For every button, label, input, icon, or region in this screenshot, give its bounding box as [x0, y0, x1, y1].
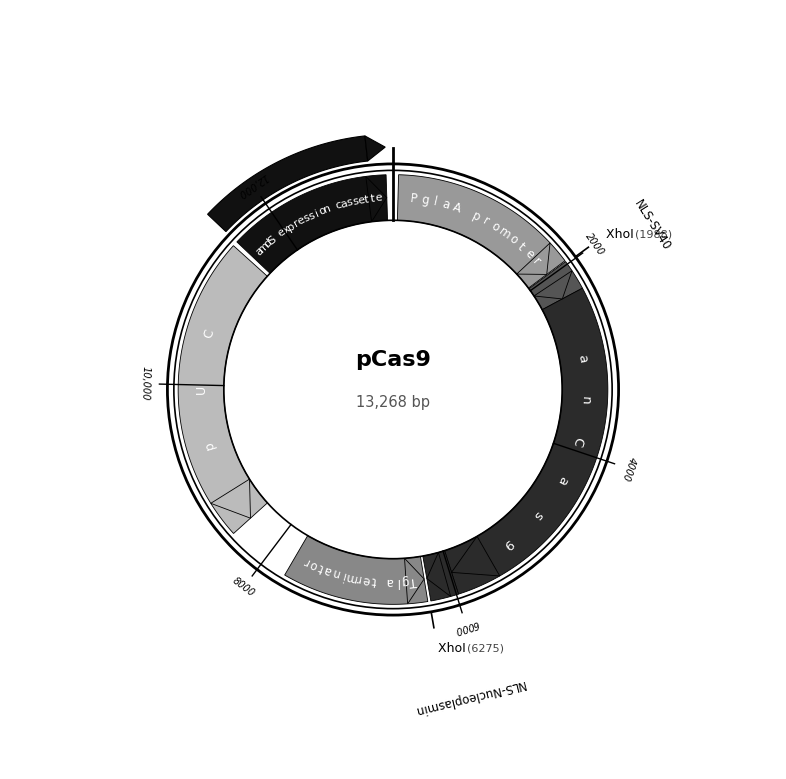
Text: s: s [346, 197, 354, 208]
Polygon shape [398, 174, 565, 288]
Text: t: t [370, 574, 376, 587]
Text: g: g [401, 574, 409, 588]
Text: U: U [194, 385, 208, 394]
Polygon shape [237, 174, 387, 273]
Text: m: m [496, 224, 512, 241]
Text: n: n [322, 203, 332, 215]
Text: t: t [364, 194, 369, 205]
Text: 10,000: 10,000 [140, 366, 150, 401]
Polygon shape [208, 136, 368, 231]
Text: p: p [470, 209, 483, 224]
Text: S: S [266, 234, 278, 246]
Text: n: n [578, 396, 591, 405]
Text: a: a [322, 563, 333, 577]
Polygon shape [211, 479, 251, 518]
Text: A: A [450, 201, 462, 216]
Text: m: m [256, 240, 271, 255]
Text: 2000: 2000 [583, 231, 606, 258]
Text: e: e [522, 247, 536, 261]
Text: (1988): (1988) [635, 230, 673, 240]
Text: n: n [330, 566, 341, 580]
Polygon shape [534, 271, 572, 299]
Text: XhoI: XhoI [438, 643, 469, 655]
Text: o: o [318, 205, 327, 217]
Text: o: o [489, 220, 501, 234]
Text: r: r [292, 218, 301, 229]
Text: T: T [408, 573, 417, 587]
Text: s: s [351, 196, 359, 206]
Text: i: i [314, 208, 320, 218]
Text: (6275): (6275) [467, 644, 504, 654]
Text: a: a [575, 354, 590, 364]
Polygon shape [365, 136, 385, 161]
Text: l: l [432, 196, 439, 209]
Text: 6000: 6000 [453, 618, 479, 635]
Text: e: e [276, 227, 288, 239]
Text: e: e [296, 215, 307, 227]
Polygon shape [405, 559, 424, 604]
Text: r: r [480, 214, 491, 228]
Text: 13,268 bp: 13,268 bp [356, 396, 430, 411]
Text: l: l [395, 575, 399, 588]
Text: t: t [369, 193, 375, 204]
Text: s: s [307, 210, 316, 221]
Text: c: c [334, 199, 343, 211]
Text: t: t [515, 240, 527, 253]
Text: t: t [316, 560, 325, 574]
Text: i: i [340, 568, 346, 582]
Text: r: r [530, 256, 543, 268]
Polygon shape [445, 288, 608, 594]
Text: NLS-SV40: NLS-SV40 [631, 198, 673, 253]
Text: s: s [302, 213, 311, 224]
Text: 4000: 4000 [619, 455, 637, 481]
Text: a: a [554, 474, 570, 488]
Text: d: d [262, 238, 274, 250]
Polygon shape [451, 536, 500, 576]
Polygon shape [285, 536, 428, 605]
Text: g: g [421, 193, 430, 207]
Polygon shape [529, 262, 582, 310]
Text: e: e [357, 195, 365, 206]
Text: r: r [354, 572, 362, 585]
Text: C: C [202, 328, 217, 340]
Text: NLS-Nucleoplasmin: NLS-Nucleoplasmin [413, 677, 527, 717]
Text: 12,000: 12,000 [236, 171, 270, 199]
Text: P: P [410, 192, 418, 206]
Text: C: C [571, 435, 586, 448]
Text: e: e [362, 573, 370, 587]
Text: r: r [301, 554, 311, 568]
Text: a: a [385, 575, 393, 588]
Text: a: a [441, 198, 451, 212]
Text: s: s [531, 509, 545, 522]
Polygon shape [365, 176, 387, 222]
Text: a: a [254, 245, 266, 257]
Text: XhoI: XhoI [606, 228, 637, 241]
Text: 8000: 8000 [230, 576, 256, 599]
Text: p: p [202, 439, 217, 451]
Text: m: m [343, 569, 358, 584]
Polygon shape [423, 551, 458, 601]
Circle shape [167, 164, 619, 615]
Polygon shape [516, 243, 550, 274]
Text: a: a [340, 198, 349, 210]
Text: e: e [374, 193, 382, 203]
Text: p: p [285, 220, 297, 233]
Polygon shape [427, 552, 450, 597]
Text: x: x [281, 224, 292, 236]
Text: 9: 9 [500, 536, 515, 552]
Text: o: o [307, 557, 319, 572]
Text: pCas9: pCas9 [355, 350, 431, 370]
Polygon shape [178, 245, 267, 534]
Text: o: o [506, 232, 520, 247]
